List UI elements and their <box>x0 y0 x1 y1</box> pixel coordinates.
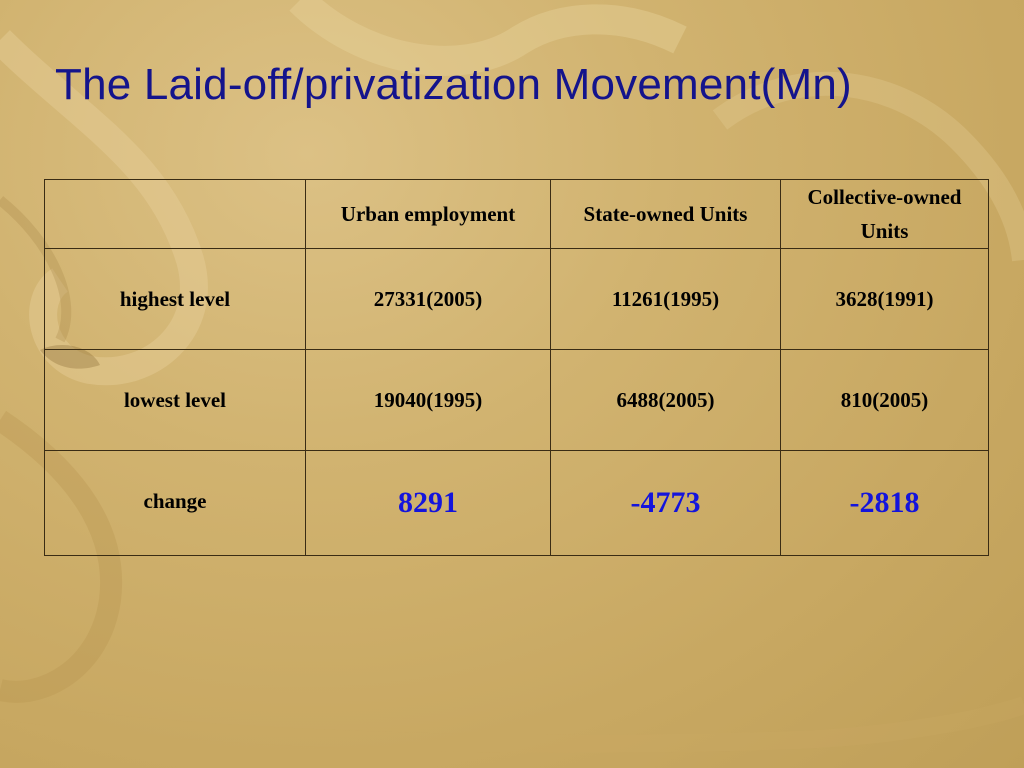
row-label: lowest level <box>44 349 306 451</box>
table-cell: 11261(1995) <box>550 248 781 350</box>
header-urban-employment: Urban employment <box>305 179 551 249</box>
header-cell-empty <box>44 179 306 249</box>
table-cell: 27331(2005) <box>305 248 551 350</box>
table-row-change: change 8291 -4773 -2818 <box>44 450 989 556</box>
table-cell: 6488(2005) <box>550 349 781 451</box>
page-title: The Laid-off/privatization Movement(Mn) <box>55 60 852 109</box>
change-value: -2818 <box>780 450 989 556</box>
header-state-owned-units: State-owned Units <box>550 179 781 249</box>
header-collective-owned-units: Collective-owned Units <box>780 179 989 249</box>
table-row-lowest-level: lowest level 19040(1995) 6488(2005) 810(… <box>44 349 989 451</box>
data-table: Urban employment State-owned Units Colle… <box>44 179 989 556</box>
table-cell: 19040(1995) <box>305 349 551 451</box>
table-header-row: Urban employment State-owned Units Colle… <box>44 179 989 249</box>
change-value: 8291 <box>305 450 551 556</box>
table-row-highest-level: highest level 27331(2005) 11261(1995) 36… <box>44 248 989 350</box>
table-cell: 810(2005) <box>780 349 989 451</box>
change-value: -4773 <box>550 450 781 556</box>
table-cell: 3628(1991) <box>780 248 989 350</box>
row-label: highest level <box>44 248 306 350</box>
row-label: change <box>44 450 306 556</box>
